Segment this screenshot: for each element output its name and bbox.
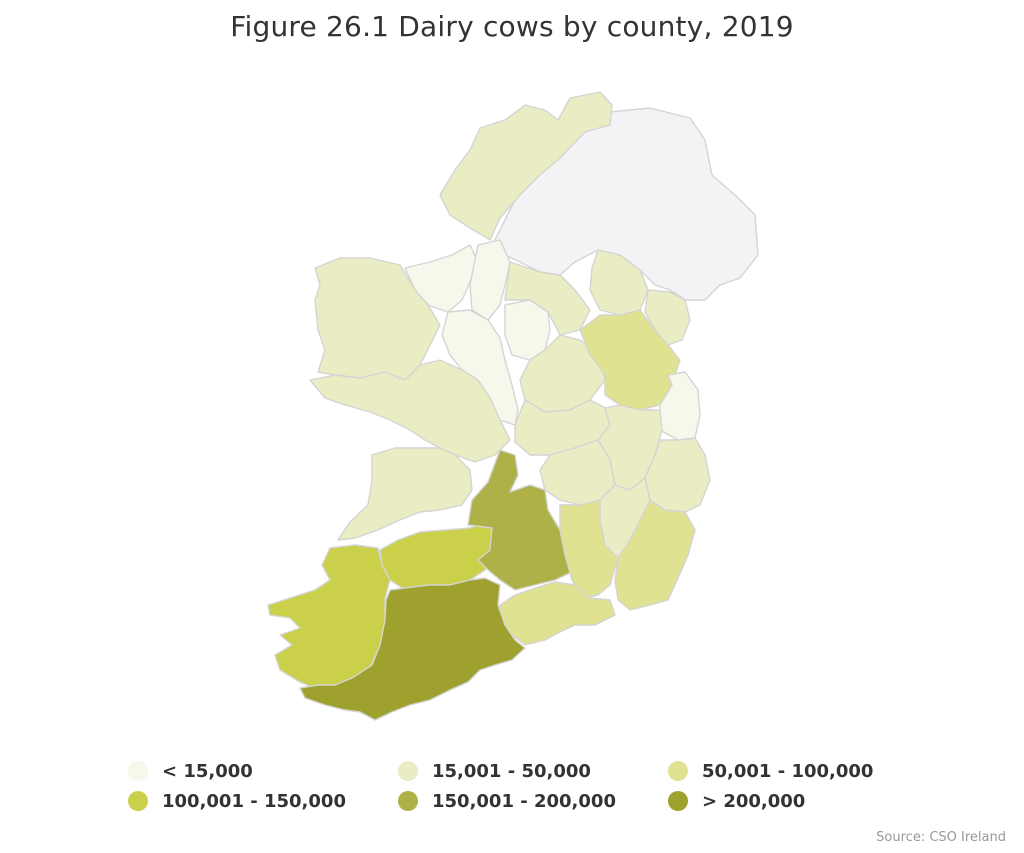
legend-swatch-icon [128, 761, 148, 781]
legend-label: 50,001 - 100,000 [702, 760, 874, 782]
legend-item-over-200000[interactable]: > 200,000 [668, 789, 805, 813]
legend-label: < 15,000 [162, 760, 253, 782]
region-donegal[interactable] [439, 91, 613, 241]
legend-label: 15,001 - 50,000 [432, 760, 591, 782]
region-leitrim[interactable] [469, 239, 511, 321]
legend-swatch-icon [668, 761, 688, 781]
region-galway[interactable] [309, 359, 511, 463]
ireland-choropleth-map [250, 85, 770, 735]
legend-label: > 200,000 [702, 790, 806, 812]
region-waterford[interactable] [499, 581, 616, 646]
map-svg [267, 91, 759, 721]
legend-swatch-icon [668, 791, 688, 811]
legend-item-15001-50000[interactable]: 15,001 - 50,000 [398, 759, 591, 783]
region-wicklow[interactable] [644, 437, 711, 513]
map-legend: < 15,000 15,001 - 50,000 50,001 - 100,00… [120, 755, 920, 815]
legend-item-50001-100000[interactable]: 50,001 - 100,000 [668, 759, 873, 783]
legend-item-100001-150000[interactable]: 100,001 - 150,000 [128, 789, 346, 813]
region-kerry[interactable] [267, 544, 391, 689]
legend-item-150001-200000[interactable]: 150,001 - 200,000 [398, 789, 616, 813]
legend-swatch-icon [128, 791, 148, 811]
legend-label: 100,001 - 150,000 [162, 790, 346, 812]
region-cork[interactable] [299, 577, 526, 721]
map-title: Figure 26.1 Dairy cows by county, 2019 [230, 10, 794, 43]
legend-label: 150,001 - 200,000 [432, 790, 616, 812]
region-tipperary[interactable] [467, 449, 573, 591]
region-westmeath[interactable] [519, 334, 606, 413]
legend-swatch-icon [398, 761, 418, 781]
region-wexford[interactable] [614, 499, 696, 611]
source-credit: Source: CSO Ireland [876, 830, 1006, 845]
legend-swatch-icon [398, 791, 418, 811]
legend-item-under-15000[interactable]: < 15,000 [128, 759, 253, 783]
region-clare[interactable] [337, 447, 473, 541]
region-kilkenny[interactable] [559, 499, 619, 599]
